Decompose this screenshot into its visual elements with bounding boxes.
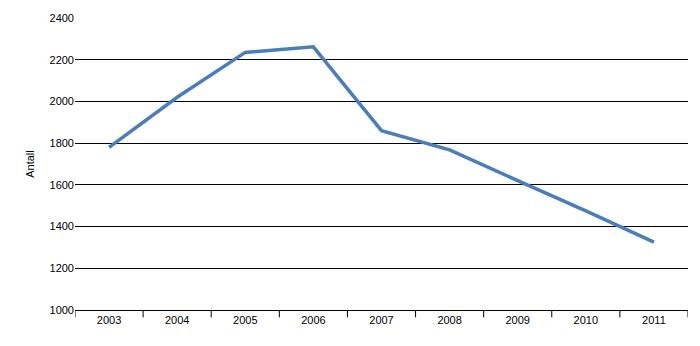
svg-text:2009: 2009 [505, 314, 529, 326]
svg-text:Antall: Antall [24, 150, 36, 178]
svg-text:2006: 2006 [301, 314, 325, 326]
svg-text:2003: 2003 [97, 314, 121, 326]
svg-text:2005: 2005 [233, 314, 257, 326]
svg-text:2200: 2200 [50, 54, 74, 66]
svg-text:2011: 2011 [642, 314, 666, 326]
svg-text:1200: 1200 [50, 262, 74, 274]
svg-text:2010: 2010 [574, 314, 598, 326]
svg-text:1800: 1800 [50, 137, 74, 149]
svg-text:2000: 2000 [50, 95, 74, 107]
svg-text:1000: 1000 [50, 304, 74, 316]
svg-text:2008: 2008 [437, 314, 461, 326]
svg-text:1400: 1400 [50, 220, 74, 232]
svg-text:1600: 1600 [50, 179, 74, 191]
svg-text:2400: 2400 [50, 12, 74, 24]
svg-text:2004: 2004 [165, 314, 189, 326]
svg-text:2007: 2007 [369, 314, 393, 326]
